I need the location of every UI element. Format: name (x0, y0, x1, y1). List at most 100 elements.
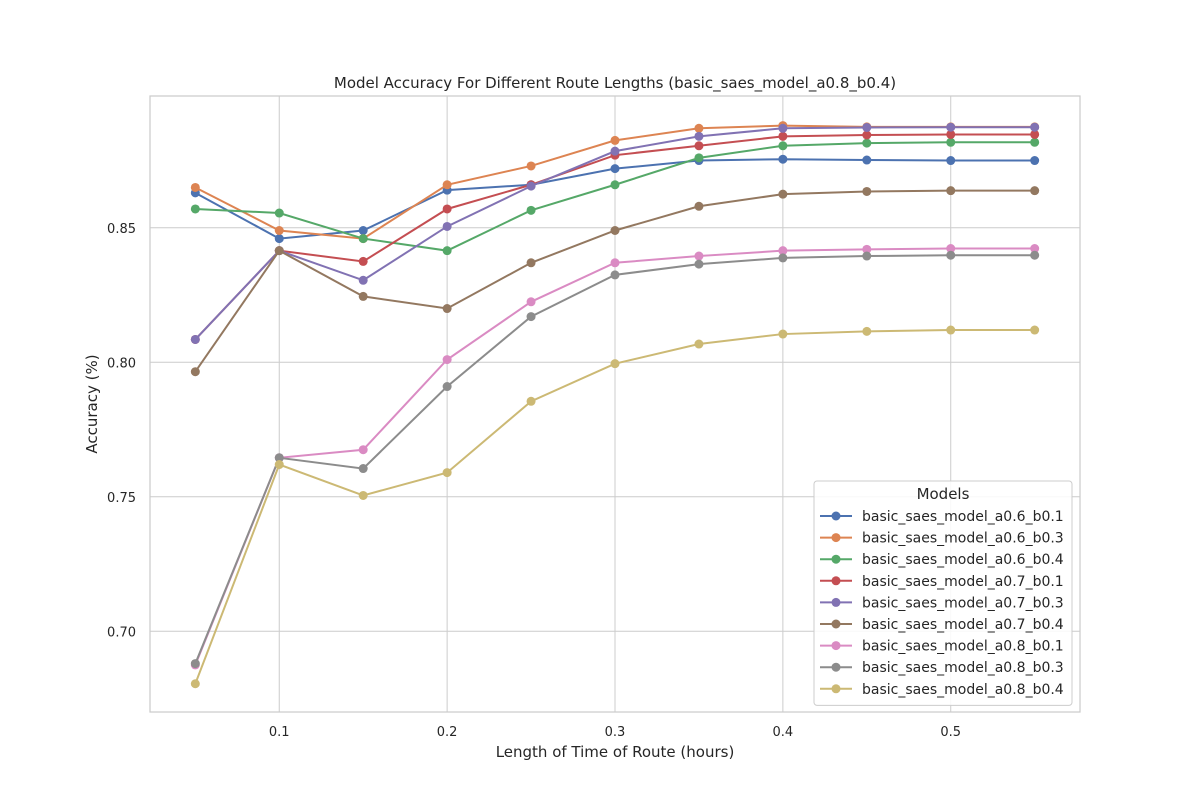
data-point (442, 180, 452, 190)
legend-item: basic_saes_model_a0.6_b0.3 (820, 531, 1064, 547)
data-point (694, 339, 704, 349)
data-point (190, 204, 200, 214)
data-point (442, 204, 452, 214)
data-point (862, 122, 872, 132)
y-tick-label: 0.85 (107, 222, 136, 237)
data-point (778, 246, 788, 256)
legend-label: basic_saes_model_a0.8_b0.4 (862, 682, 1064, 698)
data-point (862, 130, 872, 140)
data-point (778, 141, 788, 151)
y-tick-label: 0.70 (107, 625, 136, 640)
data-point (442, 221, 452, 231)
legend-label: basic_saes_model_a0.7_b0.1 (862, 574, 1064, 590)
data-point (190, 367, 200, 377)
legend-title: Models (917, 485, 970, 503)
data-point (946, 244, 956, 254)
legend-swatch-marker (831, 576, 841, 586)
data-point (1030, 244, 1040, 254)
data-point (1030, 137, 1040, 147)
data-point (358, 445, 368, 455)
data-point (778, 329, 788, 339)
legend-swatch-marker (831, 554, 841, 564)
legend-item: basic_saes_model_a0.6_b0.1 (820, 509, 1064, 525)
data-point (274, 234, 284, 244)
data-point (946, 325, 956, 335)
x-tick-label: 0.3 (605, 725, 626, 740)
data-point (610, 225, 620, 235)
plot-area (149, 95, 1081, 713)
data-point (946, 186, 956, 196)
data-point (358, 291, 368, 301)
y-axis-ticks: 0.70 0.75 0.80 0.85 (107, 222, 136, 640)
data-point (862, 251, 872, 261)
x-tick-label: 0.5 (940, 725, 961, 740)
data-point (274, 208, 284, 218)
data-point (526, 396, 536, 406)
data-point (1030, 186, 1040, 196)
legend-label: basic_saes_model_a0.8_b0.3 (862, 660, 1064, 676)
data-point (946, 156, 956, 166)
legend-label: basic_saes_model_a0.7_b0.3 (862, 595, 1064, 611)
data-point (358, 464, 368, 474)
legend-item: basic_saes_model_a0.6_b0.4 (820, 552, 1064, 568)
legend-label: basic_saes_model_a0.7_b0.4 (862, 617, 1064, 633)
data-point (610, 164, 620, 174)
data-point (442, 382, 452, 392)
legend-item: basic_saes_model_a0.8_b0.4 (820, 682, 1064, 698)
legend-label: basic_saes_model_a0.6_b0.1 (862, 509, 1064, 525)
data-point (862, 244, 872, 254)
legend-item: basic_saes_model_a0.8_b0.3 (820, 660, 1064, 676)
data-point (862, 326, 872, 336)
data-point (526, 181, 536, 191)
data-point (862, 186, 872, 196)
data-point (610, 146, 620, 156)
data-point (778, 253, 788, 263)
series-basic_saes_model_a0.8_b0.1 (190, 244, 1040, 670)
legend-swatch-marker (831, 662, 841, 672)
data-point (862, 138, 872, 148)
legend-item: basic_saes_model_a0.7_b0.1 (820, 574, 1064, 590)
data-point (946, 137, 956, 147)
y-axis-label: Accuracy (%) (83, 354, 101, 453)
y-tick-label: 0.80 (107, 356, 136, 371)
data-point (862, 155, 872, 165)
data-point (1030, 325, 1040, 335)
data-point (1030, 122, 1040, 132)
data-point (694, 141, 704, 151)
data-point (610, 270, 620, 280)
y-tick-label: 0.75 (107, 491, 136, 506)
data-point (190, 182, 200, 192)
data-point (610, 135, 620, 145)
x-tick-label: 0.2 (437, 725, 458, 740)
data-point (190, 659, 200, 669)
legend-label: basic_saes_model_a0.6_b0.4 (862, 552, 1064, 568)
series-layer (190, 121, 1040, 689)
legend-item: basic_saes_model_a0.8_b0.1 (820, 639, 1064, 655)
data-point (190, 334, 200, 344)
data-point (694, 123, 704, 133)
x-axis-ticks: 0.1 0.2 0.3 0.4 0.5 (269, 725, 961, 740)
data-point (1030, 156, 1040, 166)
chart-title: Model Accuracy For Different Route Lengt… (334, 74, 896, 93)
data-point (946, 122, 956, 132)
data-point (526, 205, 536, 215)
x-tick-label: 0.1 (269, 725, 290, 740)
data-point (274, 460, 284, 470)
data-point (778, 131, 788, 141)
legend: Models basic_saes_model_a0.6_b0.1 basic_sa… (813, 480, 1073, 706)
data-point (694, 153, 704, 163)
legend-swatch-marker (831, 597, 841, 607)
data-point (946, 250, 956, 260)
series-basic_saes_model_a0.7_b0.4 (190, 186, 1040, 377)
data-point (190, 679, 200, 689)
data-point (610, 258, 620, 268)
data-point (358, 225, 368, 235)
legend-swatch-marker (831, 684, 841, 694)
data-point (610, 180, 620, 190)
legend-item: basic_saes_model_a0.7_b0.3 (820, 595, 1064, 611)
legend-swatch-marker (831, 533, 841, 543)
data-point (694, 251, 704, 261)
legend-swatch-marker (831, 619, 841, 629)
series-basic_saes_model_a0.6_b0.4 (190, 137, 1040, 256)
